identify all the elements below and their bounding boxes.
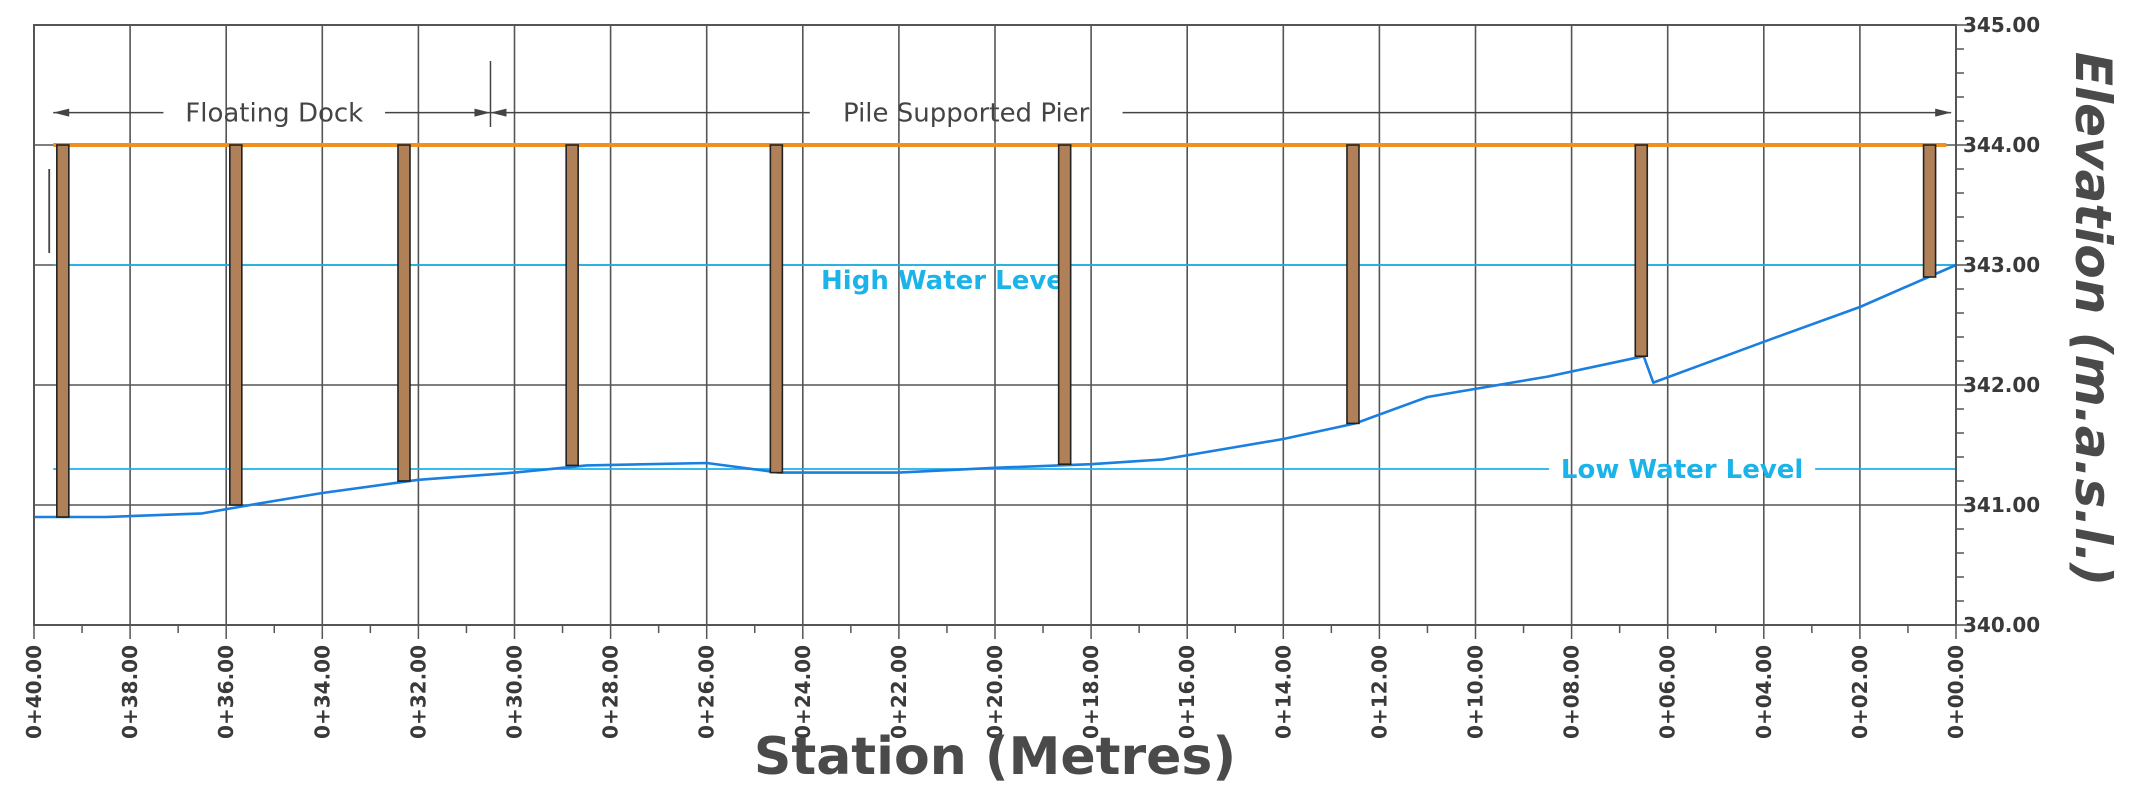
x-tick-label: 0+34.00 (310, 645, 334, 739)
y-tick-label: 344.00 (1963, 133, 2040, 157)
water-levels: High Water Level Low Water Level (53, 264, 1956, 485)
pile (229, 144, 243, 506)
y-tick-label: 343.00 (1963, 253, 2040, 277)
x-tick-label: 0+06.00 (1656, 645, 1680, 739)
annotations-layer: Floating Dock Pile Supported Pier (48, 61, 1952, 253)
plot-frame (33, 24, 1957, 626)
y-tick-label: 345.00 (1963, 13, 2040, 37)
dimension-arrowhead (474, 108, 491, 117)
tick-labels-layer: 0+40.00 0+38.00 0+36.00 0+34.00 0+32.00 0+30.… (22, 13, 2040, 739)
x-axis-title: Station (Metres) (754, 727, 1236, 787)
x-tick-label: 0+32.00 (406, 645, 430, 739)
x-tick-label: 0+02.00 (1848, 645, 1872, 739)
dimension-label: Pile Supported Pier (843, 99, 1090, 129)
x-tick-label: 0+14.00 (1271, 645, 1295, 739)
x-tick-label: 0+40.00 (22, 645, 46, 739)
dimension-arrowhead (1935, 108, 1952, 117)
pile (1057, 144, 1072, 466)
y-tick-label: 340.00 (1963, 613, 2040, 637)
x-tick-label: 0+26.00 (695, 645, 719, 739)
x-tick-label: 0+08.00 (1560, 645, 1584, 739)
pile (56, 144, 70, 518)
y-tick-label: 342.00 (1963, 373, 2040, 397)
x-tick-label: 0+20.00 (983, 645, 1007, 739)
x-tick-label: 0+16.00 (1175, 645, 1199, 739)
pile (565, 144, 579, 467)
y-axis-title: Elevation (m.a.s.l.) (2064, 52, 2122, 586)
x-tick-label: 0+30.00 (503, 645, 527, 739)
x-tick-label: 0+00.00 (1944, 645, 1968, 739)
ground-profile-layer (34, 263, 1957, 519)
pile (397, 144, 411, 482)
x-tick-label: 0+10.00 (1464, 645, 1488, 739)
x-tick-label: 0+36.00 (214, 645, 238, 739)
x-tick-label: 0+28.00 (599, 645, 623, 739)
x-tick-label: 0+04.00 (1752, 645, 1776, 739)
ground-profile-line (34, 263, 1957, 519)
dimension-arrowhead (53, 108, 70, 117)
dimension-label: Floating Dock (185, 99, 363, 129)
water-level-label: High Water Level (821, 266, 1073, 296)
pile (1634, 144, 1649, 357)
piles-layer (56, 144, 1937, 518)
y-tick-label: 341.00 (1963, 493, 2040, 517)
x-tick-label: 0+24.00 (791, 645, 815, 739)
axes-layer (33, 24, 1970, 639)
x-tick-label: 0+12.00 (1367, 645, 1391, 739)
pile (769, 144, 784, 474)
x-tick-label: 0+18.00 (1079, 645, 1103, 739)
dimension-arrowhead (490, 108, 507, 117)
pile (1922, 144, 1937, 278)
x-tick-label: 0+22.00 (887, 645, 911, 739)
x-tick-label: 0+38.00 (118, 645, 142, 739)
pile (1346, 144, 1360, 425)
water-level-label: Low Water Level (1561, 455, 1803, 485)
